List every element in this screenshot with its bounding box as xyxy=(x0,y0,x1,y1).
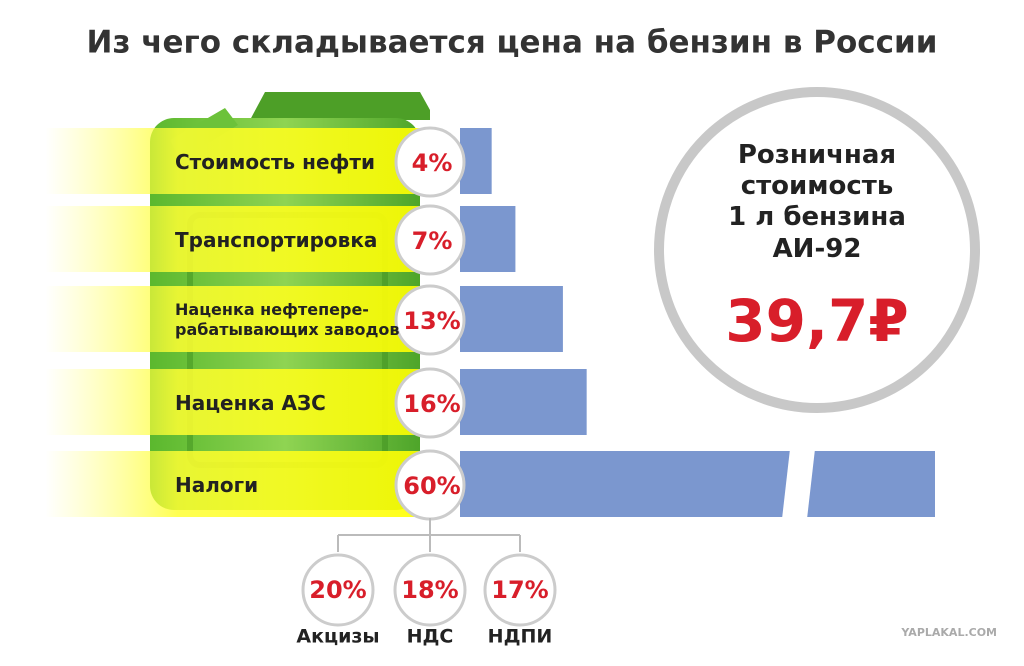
value-label: 60% xyxy=(403,472,460,500)
bar xyxy=(460,286,563,352)
value-label: 7% xyxy=(412,227,453,255)
value-badge xyxy=(394,367,466,439)
price-circle xyxy=(654,87,980,413)
value-label: 4% xyxy=(412,149,453,177)
value-label: 16% xyxy=(403,390,460,418)
bar xyxy=(460,369,587,435)
bar xyxy=(460,451,935,517)
row-band xyxy=(45,451,425,517)
value-badge xyxy=(394,126,466,198)
row-band xyxy=(45,286,425,352)
row-band xyxy=(45,369,425,435)
price-label: Розничная стоимость 1 л бензина АИ-92 xyxy=(728,140,906,264)
breakdown-value-label: 17% xyxy=(491,576,548,604)
value-badge xyxy=(394,284,466,356)
breakdown-badge xyxy=(483,553,557,627)
breakdown-value-label: 20% xyxy=(309,576,366,604)
value-badge xyxy=(394,204,466,276)
breakdown-value-label: 18% xyxy=(401,576,458,604)
connector xyxy=(337,518,521,552)
axis-break xyxy=(782,449,815,519)
bar xyxy=(460,206,516,272)
category-label: Наценка нефтепере- рабатывающих заводов xyxy=(175,300,400,339)
value-label: 13% xyxy=(403,307,460,335)
breakdown-label: Акцизы xyxy=(296,626,379,648)
breakdown-label: НДПИ xyxy=(488,626,553,648)
row-band xyxy=(45,128,425,194)
category-label: Стоимость нефти xyxy=(175,149,375,174)
price-value: 39,7₽ xyxy=(725,287,908,355)
breakdown-badge xyxy=(301,553,375,627)
category-label: Налоги xyxy=(175,472,259,497)
row-band xyxy=(45,206,425,272)
chart-title: Из чего складывается цена на бензин в Ро… xyxy=(87,25,938,61)
category-label: Наценка АЗС xyxy=(175,390,326,415)
breakdown-label: НДС xyxy=(407,626,454,648)
breakdown-badge xyxy=(393,553,467,627)
watermark: YAPLAKAL.COM xyxy=(900,626,997,639)
category-label: Транспортировка xyxy=(175,227,378,252)
